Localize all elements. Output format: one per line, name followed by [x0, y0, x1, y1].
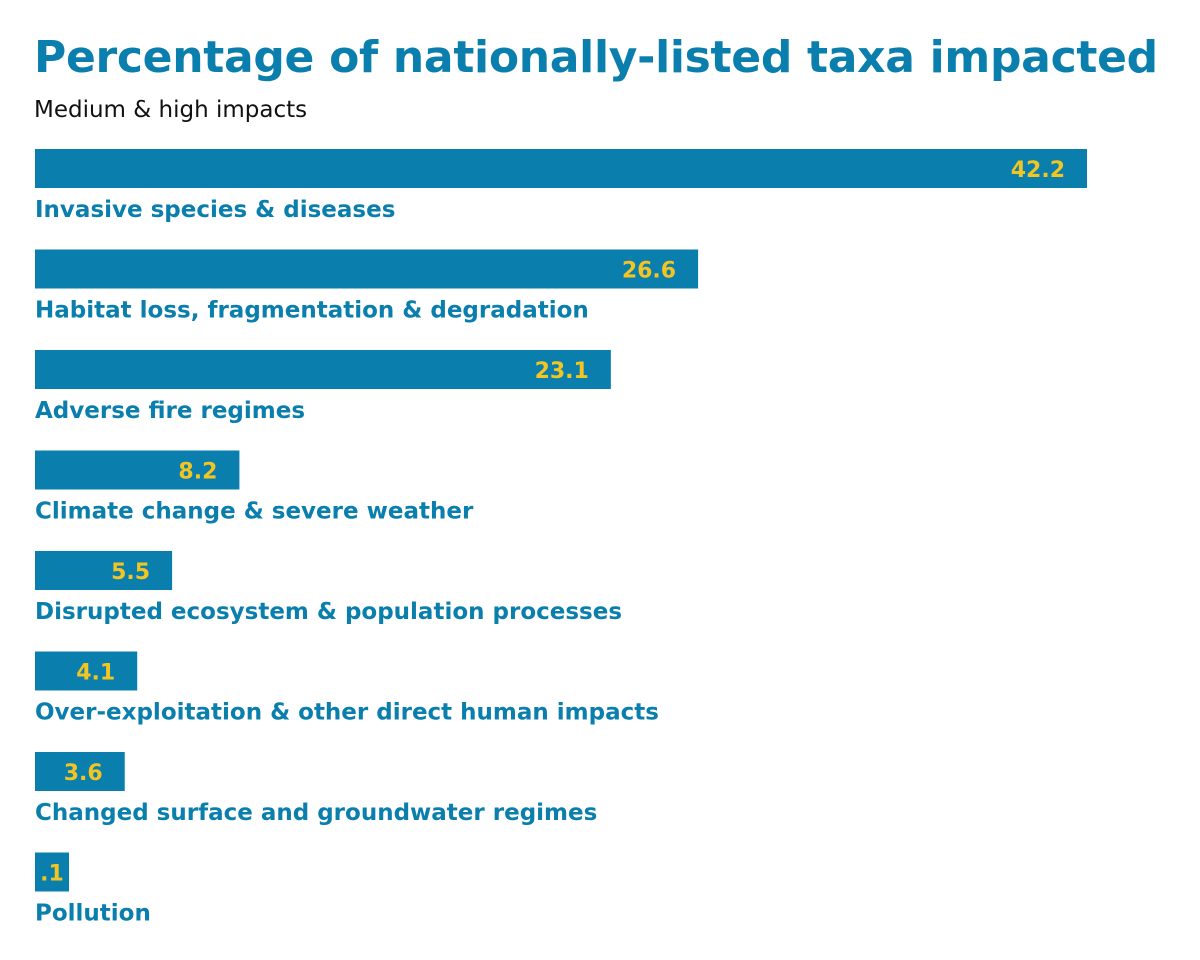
bar — [35, 149, 1087, 188]
category-label: Adverse fire regimes — [35, 398, 305, 424]
bar — [35, 752, 125, 791]
category-label: Invasive species & diseases — [35, 197, 395, 223]
bar-value-label: 4.1 — [76, 661, 115, 686]
bar-value-label: 26.6 — [622, 259, 676, 284]
category-label: Over-exploitation & other direct human i… — [35, 700, 659, 726]
category-label: Pollution — [35, 901, 151, 927]
bar-value-label: 5.5 — [111, 560, 150, 585]
bar — [35, 651, 138, 691]
chart-subtitle: Medium & high impacts — [34, 97, 308, 123]
bar — [35, 852, 69, 892]
bar — [35, 551, 173, 590]
category-label: Climate change & severe weather — [35, 499, 474, 525]
category-label: Disrupted ecosystem & population process… — [35, 599, 622, 625]
chart-title: Percentage of nationally-listed taxa imp… — [34, 32, 1158, 83]
bar-value-label: 8.2 — [178, 460, 217, 485]
bar-value-label: 23.1 — [535, 359, 589, 384]
bar-value-label: 42.2 — [1011, 158, 1065, 183]
category-label: Changed surface and groundwater regimes — [35, 800, 597, 826]
bar-value-label: 3.6 — [64, 761, 103, 786]
bar-value-label: .1 — [40, 862, 64, 887]
bar — [35, 350, 611, 389]
bar — [35, 450, 240, 490]
category-label: Habitat loss, fragmentation & degradatio… — [35, 298, 589, 324]
bar — [35, 249, 699, 289]
